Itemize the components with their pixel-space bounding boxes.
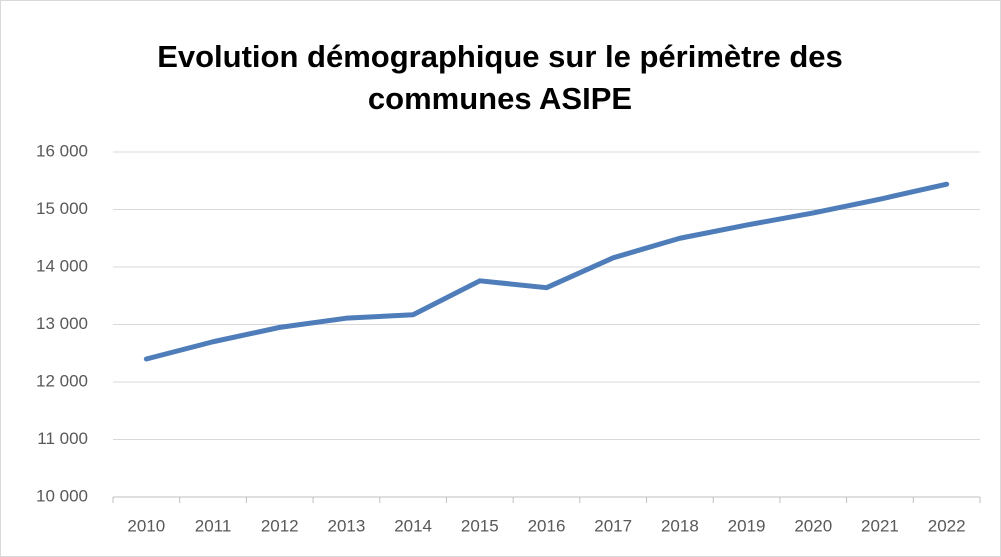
x-tick-label: 2015: [461, 516, 499, 535]
x-tick-label: 2016: [528, 516, 566, 535]
x-tick-label: 2013: [328, 516, 366, 535]
x-tick-label: 2011: [195, 516, 232, 535]
x-tick-label: 2020: [794, 516, 832, 535]
data-line: [143, 181, 950, 362]
x-tick-label: 2019: [728, 516, 766, 535]
x-tick-label: 2012: [261, 516, 299, 535]
y-tick-label: 12 000: [36, 371, 88, 390]
x-tick-label: 2014: [394, 516, 432, 535]
x-tick-label: 2010: [127, 516, 165, 535]
x-tick-label: 2017: [594, 516, 632, 535]
x-tick-label: 2018: [661, 516, 699, 535]
y-tick-label: 11 000: [37, 429, 88, 448]
x-tick-label: 2021: [861, 516, 899, 535]
x-tick-label: 2022: [928, 516, 966, 535]
y-tick-label: 14 000: [36, 256, 88, 275]
y-tick-label: 15 000: [36, 199, 88, 218]
y-tick-label: 13 000: [36, 314, 88, 333]
y-tick-label: 16 000: [36, 141, 88, 160]
chart-title: Evolution démographique sur le périmètre…: [157, 39, 843, 116]
y-tick-label: 10 000: [36, 486, 88, 505]
